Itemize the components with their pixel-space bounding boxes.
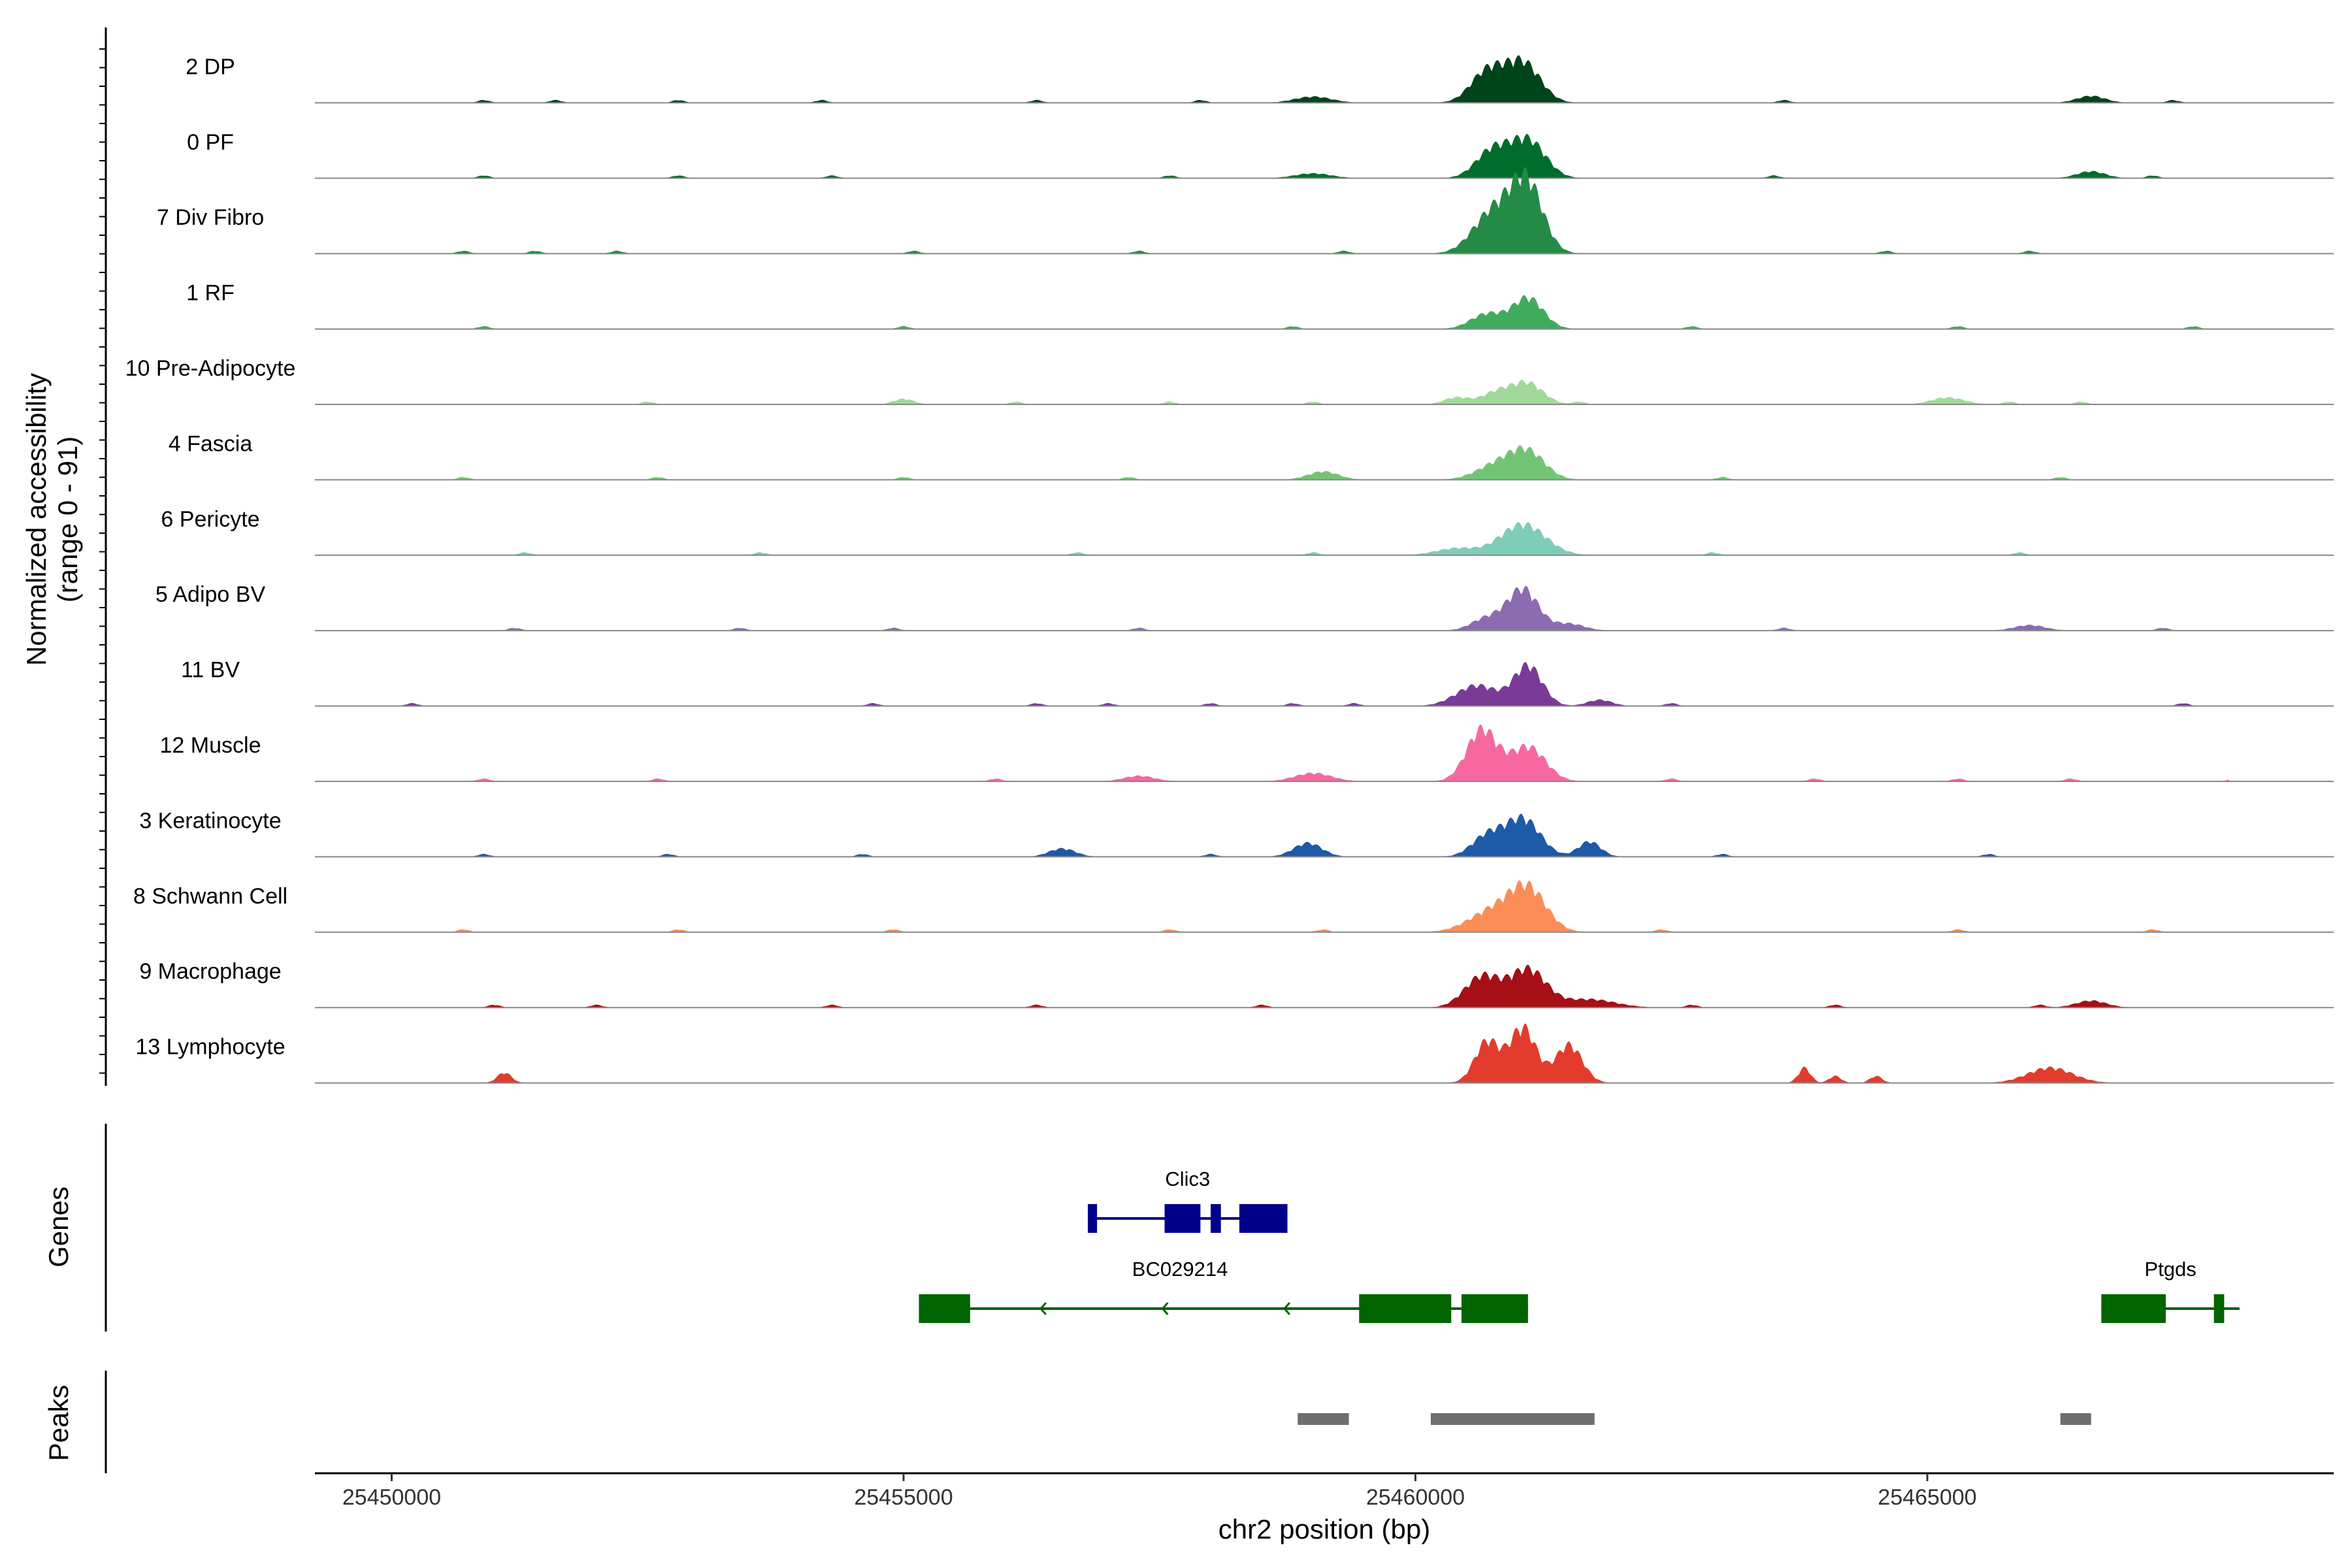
- gene-exon: [2213, 1294, 2225, 1323]
- x-axis-ticks: 25450000 25455000 25460000 25465000: [342, 1473, 1977, 1510]
- track-signal: [315, 964, 2334, 1008]
- coverage-y-ticks: [99, 48, 106, 1074]
- track-signal: [315, 585, 2334, 631]
- track-label: 1 RF: [186, 281, 235, 306]
- track-signal: [315, 445, 2334, 480]
- gene-exon: [919, 1294, 970, 1323]
- coverage-tracks: 2 DP 0 PF 7 Div Fibro 1 RF 10 Pre-Adipocyte 4…: [125, 54, 2334, 1084]
- track-signal: [315, 167, 2334, 254]
- track-2: 0 PF: [187, 130, 2334, 179]
- y-axis-title-line1: Normalized accessibility: [21, 373, 52, 666]
- track-signal: [315, 295, 2334, 329]
- y-axis-title-line2: (range 0 - 91): [52, 436, 83, 602]
- gene-label: Ptgds: [2144, 1258, 2196, 1281]
- x-tick-label: 25450000: [342, 1485, 441, 1510]
- track-12: 8 Schwann Cell: [133, 880, 2334, 933]
- track-5: 10 Pre-Adipocyte: [125, 356, 2334, 405]
- gene-exon: [1164, 1204, 1201, 1233]
- gene-clic3: Clic3: [1088, 1168, 1288, 1233]
- track-label: 12 Muscle: [160, 733, 261, 758]
- track-10: 12 Muscle: [160, 724, 2334, 782]
- strand-arrow: [1039, 1302, 1047, 1315]
- genes-panel-title: Genes: [43, 1186, 74, 1267]
- gene-exon: [1359, 1294, 1452, 1323]
- track-14: 13 Lymphocyte: [135, 1023, 2334, 1084]
- gene-exon: [1211, 1204, 1221, 1233]
- peak-region: [2060, 1413, 2091, 1425]
- track-6: 4 Fascia: [169, 431, 2334, 481]
- track-label: 6 Pericyte: [161, 507, 259, 532]
- track-4: 1 RF: [186, 281, 2334, 330]
- track-label: 2 DP: [186, 54, 235, 79]
- track-7: 6 Pericyte: [161, 507, 2334, 556]
- gene-exon: [2101, 1294, 2166, 1323]
- track-signal: [315, 55, 2334, 103]
- track-signal: [315, 1023, 2334, 1083]
- track-signal: [315, 813, 2334, 857]
- gene-exon: [1239, 1204, 1288, 1233]
- x-tick-label: 25455000: [854, 1485, 953, 1510]
- track-label: 8 Schwann Cell: [133, 884, 287, 909]
- peaks-panel-title: Peaks: [43, 1385, 74, 1462]
- track-label: 11 BV: [181, 658, 240, 683]
- peak-regions: [1298, 1413, 2091, 1425]
- gene-ptgds: Ptgds: [2101, 1258, 2240, 1323]
- track-signal: [315, 380, 2334, 404]
- track-label: 0 PF: [187, 130, 234, 155]
- gene-label: BC029214: [1132, 1258, 1228, 1281]
- track-3: 7 Div Fibro: [157, 167, 2334, 255]
- track-signal: [315, 522, 2334, 555]
- track-11: 3 Keratinocyte: [139, 808, 2334, 858]
- track-13: 9 Macrophage: [139, 959, 2334, 1009]
- track-1: 2 DP: [186, 54, 2334, 104]
- track-signal: [315, 134, 2334, 178]
- track-signal: [315, 724, 2334, 781]
- strand-arrow: [1161, 1302, 1169, 1315]
- track-label: 10 Pre-Adipocyte: [125, 356, 296, 381]
- track-label: 9 Macrophage: [139, 959, 281, 984]
- x-tick-label: 25460000: [1366, 1485, 1465, 1510]
- strand-arrow: [1282, 1302, 1291, 1315]
- track-label: 4 Fascia: [169, 431, 253, 456]
- track-label: 7 Div Fibro: [157, 205, 264, 230]
- peak-region: [1298, 1413, 1349, 1425]
- track-signal: [315, 880, 2334, 932]
- track-label: 5 Adipo BV: [155, 582, 266, 607]
- track-label: 3 Keratinocyte: [139, 808, 281, 833]
- x-tick-label: 25465000: [1878, 1485, 1976, 1510]
- gene-exon: [1088, 1204, 1098, 1233]
- x-axis-title: chr2 position (bp): [1218, 1514, 1431, 1544]
- track-label: 13 Lymphocyte: [135, 1035, 285, 1060]
- gene-annotations: Clic3 BC029214 Ptgds: [919, 1168, 2240, 1323]
- track-signal: [315, 662, 2334, 706]
- gene-exon: [1461, 1294, 1528, 1323]
- gene-label: Clic3: [1165, 1168, 1210, 1190]
- track-9: 11 BV: [181, 658, 2334, 707]
- gene-bc029214: BC029214: [919, 1258, 1528, 1323]
- peak-region: [1430, 1413, 1595, 1425]
- track-8: 5 Adipo BV: [155, 582, 2334, 632]
